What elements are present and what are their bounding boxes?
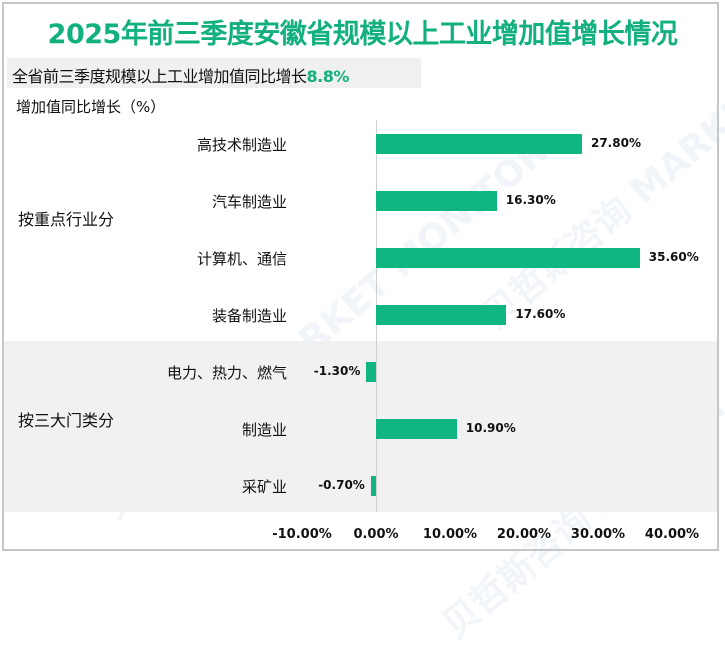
- category-label: 采矿业: [241, 478, 287, 496]
- chart-frame: [2, 2, 719, 551]
- y-axis-title: 增加值同比增长（%）: [16, 98, 166, 116]
- data-label: 35.60%: [648, 250, 699, 264]
- category-label: 制造业: [241, 421, 287, 439]
- x-tick: -10.00%: [272, 527, 332, 542]
- group-band: [4, 341, 717, 512]
- bar: [376, 305, 507, 325]
- category-label: 汽车制造业: [211, 193, 287, 211]
- bar: [376, 248, 640, 268]
- group-label: 按重点行业分: [18, 210, 115, 229]
- x-tick: 20.00%: [496, 527, 552, 542]
- data-label: 27.80%: [590, 136, 641, 150]
- category-label: 计算机、通信: [196, 250, 287, 268]
- data-label: 16.30%: [505, 193, 556, 207]
- group-label: 按三大门类分: [18, 411, 115, 430]
- bar: [376, 419, 457, 439]
- data-label: 17.60%: [515, 307, 566, 321]
- bar: [366, 362, 376, 382]
- data-label: -1.30%: [313, 364, 361, 378]
- data-label: -0.70%: [318, 478, 365, 492]
- x-tick: 0.00%: [353, 527, 399, 542]
- data-label: 10.90%: [465, 421, 516, 435]
- x-tick: 30.00%: [570, 527, 626, 542]
- subtitle-box: [7, 58, 421, 88]
- bar: [370, 476, 376, 496]
- bar: [376, 134, 582, 154]
- chart-title: 2025年前三季度安徽省规模以上工业增加值增长情况: [47, 19, 678, 50]
- x-tick: 10.00%: [422, 527, 478, 542]
- subtitle: 全省前三季度规模以上工业增加值同比增长8.8%: [12, 63, 349, 87]
- category-label: 装备制造业: [211, 307, 287, 325]
- subtitle-text: 全省前三季度规模以上工业增加值同比增长: [12, 67, 307, 86]
- category-label: 电力、热力、燃气: [166, 364, 287, 382]
- bar: [376, 191, 497, 211]
- x-tick: 40.00%: [644, 527, 700, 542]
- subtitle-highlight: 8.8%: [306, 67, 350, 86]
- category-label: 高技术制造业: [196, 136, 287, 154]
